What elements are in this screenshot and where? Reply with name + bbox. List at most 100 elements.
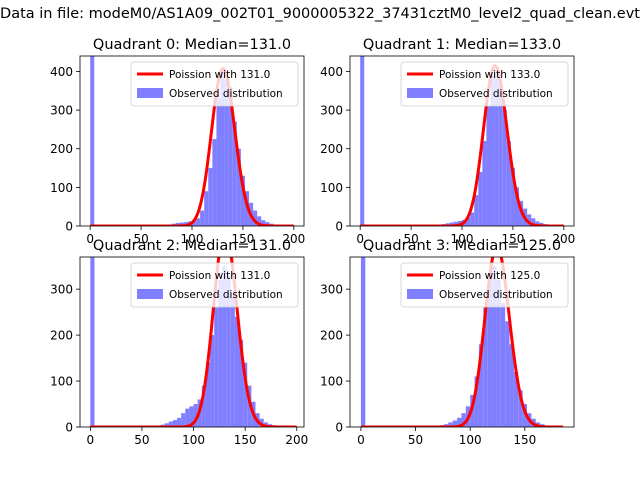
histogram-bar: [189, 406, 194, 427]
histogram-bar: [449, 222, 454, 226]
poisson-curve-group: [359, 64, 565, 226]
histogram-bar: [513, 371, 519, 427]
subplot-title: Quadrant 2: Median=131.0: [93, 238, 291, 254]
histogram-bar: [487, 275, 493, 427]
histogram-bar: [527, 214, 532, 226]
histogram-bar: [461, 413, 466, 427]
x-tick-label: 100: [181, 232, 204, 246]
histogram-bar: [506, 141, 511, 226]
histogram-bar: [238, 339, 244, 427]
y-tick-label: 0: [65, 220, 73, 234]
figure-suptitle: Data in file: modeM0/AS1A09_002T01_90000…: [0, 6, 640, 22]
legend-observed-label: Observed distribution: [439, 289, 553, 301]
histogram-bar: [457, 417, 462, 427]
histogram-bar: [490, 75, 495, 226]
y-tick-label: 100: [50, 375, 73, 389]
histogram-bars: [360, 257, 558, 427]
legend: Poission with 131.0 Observed distribution: [130, 61, 299, 107]
histogram-bar: [486, 106, 491, 226]
y-tick-label: 0: [335, 421, 343, 435]
y-tick-label: 100: [320, 375, 343, 389]
histogram-bar: [90, 257, 95, 427]
histogram-bar: [265, 222, 270, 226]
x-tick-label: 100: [459, 433, 482, 447]
x-tick-label: 150: [234, 433, 257, 447]
histogram-bar: [478, 171, 483, 226]
x-tick-label: 100: [182, 433, 205, 447]
legend-poisson-label: Poission with 125.0: [439, 270, 540, 282]
histogram-bar: [230, 293, 235, 427]
histogram-bar: [452, 420, 458, 427]
legend-box: [400, 61, 569, 107]
histogram-bar: [360, 257, 366, 427]
x-tick-label: 150: [513, 433, 536, 447]
histogram-bar: [470, 212, 475, 226]
histogram-bar: [204, 191, 209, 226]
y-tick-label: 400: [50, 65, 73, 79]
poisson-curve: [89, 67, 295, 226]
legend-bar-swatch: [407, 289, 433, 299]
histogram-bar: [478, 344, 484, 427]
histogram-bar: [514, 187, 520, 226]
histogram-bar: [453, 221, 458, 226]
histogram-bar: [201, 385, 206, 427]
histogram-bar: [185, 408, 190, 427]
histogram-bar: [220, 71, 225, 226]
poisson-curve: [89, 257, 298, 427]
x-tick-label: 100: [451, 232, 474, 246]
x-tick-label: 0: [357, 433, 365, 447]
histogram-bar: [222, 266, 227, 427]
y-tick-label: 300: [320, 104, 343, 118]
x-tick-label: 150: [501, 232, 524, 246]
poisson-curve-group: [89, 257, 298, 427]
x-tick-label: 0: [356, 232, 364, 246]
histogram-bar: [535, 221, 540, 226]
subplot-quadrant-1: 0 50 100 150 200 0 100 200 300 400 Poission with 1…: [320, 37, 575, 246]
histogram-bar: [509, 344, 514, 427]
histogram-bar: [483, 307, 488, 427]
histogram-bar: [243, 362, 248, 427]
histogram-bar: [259, 418, 264, 427]
histogram-bar: [482, 141, 487, 226]
legend-poisson-label: Poission with 131.0: [169, 69, 270, 81]
histogram-bar: [168, 421, 173, 427]
legend-poisson-label: Poission with 131.0: [169, 270, 270, 282]
axes-frame: [349, 256, 575, 428]
x-tick-label: 50: [408, 433, 423, 447]
histogram-bar: [261, 220, 266, 226]
histogram-bar: [164, 423, 169, 427]
histogram-bar: [505, 321, 510, 427]
histogram-bar: [448, 422, 453, 427]
x-tick-label: 50: [403, 232, 418, 246]
legend-box: [400, 262, 569, 308]
legend: Poission with 125.0 Observed distribution: [400, 262, 569, 308]
histogram-bar: [496, 279, 501, 427]
histogram-bar: [208, 168, 213, 226]
y-tick-label: 100: [320, 181, 343, 195]
histogram-bar: [205, 362, 211, 427]
histogram-bar: [232, 121, 237, 226]
legend-poisson-label: Poission with 133.0: [439, 69, 540, 81]
histogram-bar: [226, 275, 231, 427]
histogram-bar: [518, 390, 523, 427]
x-tick-label: 200: [552, 232, 575, 246]
y-tick-label: 0: [65, 421, 73, 435]
x-tick-label: 150: [231, 232, 254, 246]
subplot-quadrant-2: 0 50 100 150 200 0 100 200 300 Poission with 131.…: [50, 238, 308, 447]
x-tick-label: 50: [133, 232, 148, 246]
histogram-bar: [192, 220, 197, 226]
histogram-bar: [360, 56, 365, 226]
legend-observed-label: Observed distribution: [439, 88, 553, 100]
y-tick-label: 200: [320, 329, 343, 343]
poisson-curve: [360, 257, 564, 427]
histogram-bar: [200, 210, 205, 226]
x-tick-label: 0: [87, 433, 95, 447]
legend-bar-swatch: [137, 88, 163, 98]
histogram-bar: [218, 279, 223, 427]
histogram-bar: [474, 195, 479, 226]
histogram-bar: [175, 222, 180, 226]
histogram-bar: [234, 316, 239, 427]
poisson-curve-group: [360, 257, 564, 427]
legend-observed-label: Observed distribution: [169, 289, 283, 301]
